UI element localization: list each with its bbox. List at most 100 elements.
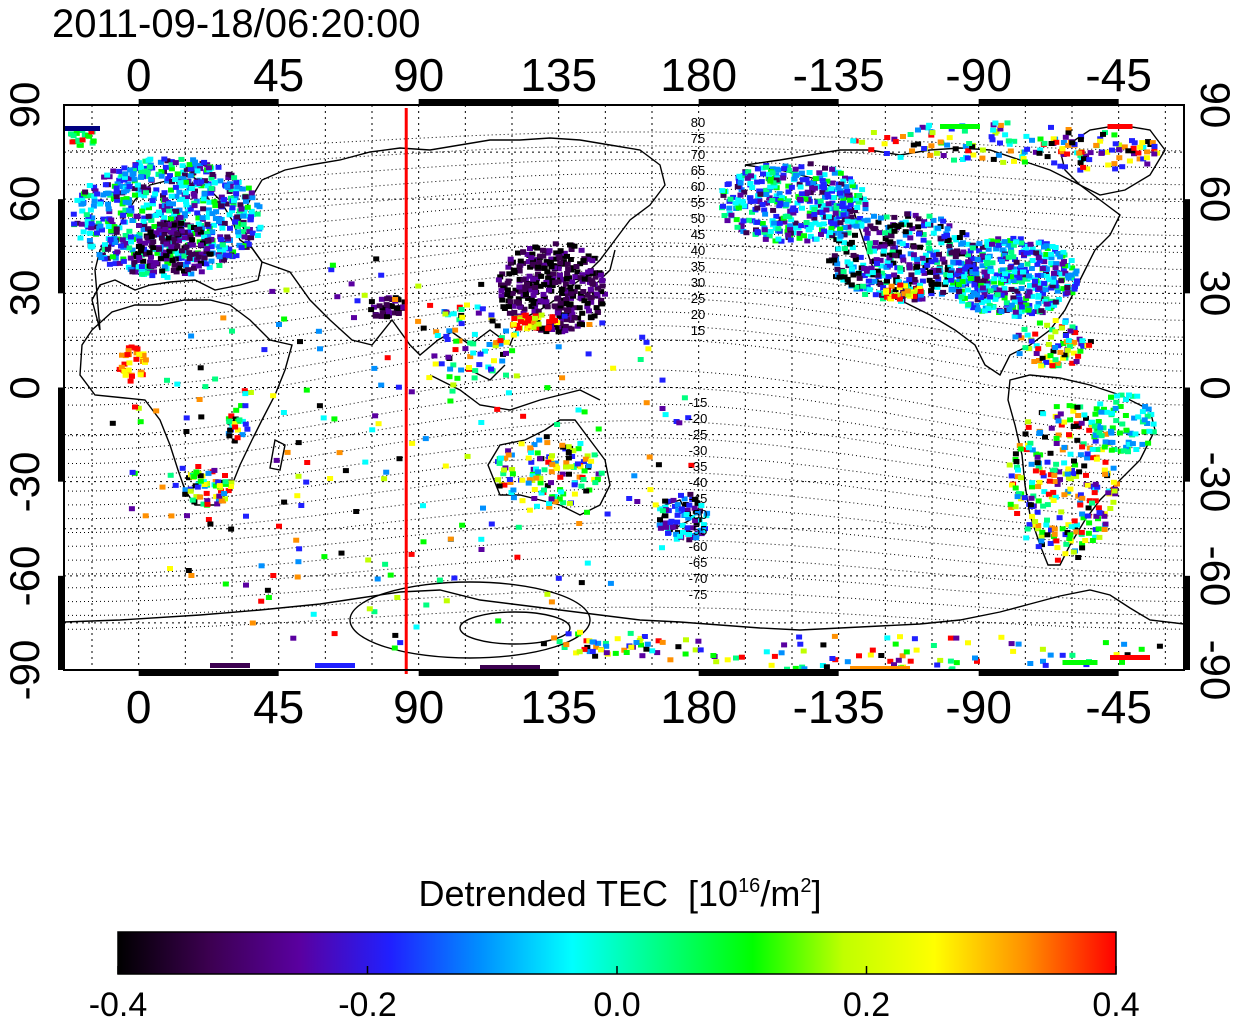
tec-point bbox=[856, 193, 863, 198]
tec-point bbox=[1069, 360, 1076, 366]
tec-point bbox=[581, 468, 588, 474]
tec-point bbox=[1019, 279, 1025, 285]
tec-point bbox=[1014, 511, 1021, 516]
tec-point bbox=[1026, 522, 1033, 528]
tec-point bbox=[488, 521, 495, 527]
tec-point bbox=[1083, 153, 1090, 159]
tec-point bbox=[763, 187, 770, 193]
tec-point bbox=[530, 321, 537, 327]
tec-point bbox=[738, 222, 745, 228]
tec-point bbox=[959, 298, 966, 304]
tec-point bbox=[827, 230, 834, 236]
tec-point bbox=[562, 281, 569, 287]
tec-point bbox=[121, 165, 128, 171]
tec-point bbox=[540, 291, 547, 297]
tec-point bbox=[168, 193, 175, 199]
tec-point bbox=[595, 640, 602, 646]
tec-point bbox=[420, 539, 427, 545]
tec-point bbox=[198, 242, 204, 248]
tec-point bbox=[584, 560, 591, 566]
tec-point bbox=[213, 209, 220, 215]
tec-point bbox=[732, 200, 739, 206]
tec-point bbox=[917, 289, 924, 294]
tec-point bbox=[1070, 471, 1077, 477]
tec-point bbox=[917, 244, 924, 250]
tec-point bbox=[1089, 500, 1095, 506]
tec-point bbox=[984, 255, 991, 261]
tec-point bbox=[940, 218, 947, 224]
tec-point bbox=[959, 157, 966, 162]
tec-point bbox=[224, 234, 231, 240]
tec-point bbox=[1042, 662, 1049, 668]
tec-point bbox=[555, 344, 562, 350]
tec-point bbox=[506, 477, 513, 482]
tec-point bbox=[348, 281, 355, 287]
tec-point bbox=[396, 456, 403, 462]
tec-point bbox=[551, 303, 558, 309]
tec-point bbox=[726, 205, 733, 211]
coastline-africa bbox=[79, 299, 293, 506]
tec-point bbox=[163, 256, 170, 262]
tec-point bbox=[1039, 646, 1046, 652]
tec-point bbox=[581, 276, 588, 282]
tec-point bbox=[998, 280, 1004, 286]
tec-point bbox=[454, 375, 461, 381]
tec-point bbox=[691, 505, 698, 511]
tec-point bbox=[767, 184, 774, 190]
tec-point bbox=[384, 314, 390, 320]
contour-label: 45 bbox=[691, 227, 705, 242]
tec-point bbox=[1048, 527, 1054, 533]
tec-point bbox=[785, 232, 792, 238]
tec-point bbox=[937, 657, 944, 663]
tec-point bbox=[138, 174, 145, 180]
tec-point bbox=[172, 482, 179, 488]
tec-point bbox=[1064, 471, 1071, 477]
tec-point bbox=[933, 273, 940, 279]
tec-point bbox=[1077, 167, 1084, 173]
tec-point bbox=[862, 202, 869, 207]
tec-point bbox=[802, 196, 809, 202]
tec-point bbox=[443, 333, 450, 339]
tec-point bbox=[112, 261, 119, 267]
tec-point bbox=[558, 287, 565, 292]
tec-point bbox=[138, 169, 145, 175]
tec-point bbox=[564, 317, 570, 323]
tec-point bbox=[90, 138, 97, 144]
tec-point bbox=[499, 297, 506, 303]
tec-point bbox=[878, 263, 885, 269]
tec-point bbox=[685, 515, 692, 521]
tec-point bbox=[811, 206, 818, 212]
tec-point bbox=[524, 281, 530, 287]
tec-point bbox=[840, 277, 847, 283]
tec-point bbox=[1096, 430, 1103, 436]
tec-point bbox=[69, 139, 76, 145]
tec-point bbox=[822, 165, 828, 171]
tec-point bbox=[510, 495, 517, 501]
tec-point bbox=[762, 211, 769, 217]
tec-point bbox=[819, 189, 826, 195]
tec-point bbox=[546, 319, 553, 325]
tec-point bbox=[160, 219, 167, 225]
contour-label: -70 bbox=[689, 571, 708, 586]
tec-point bbox=[1035, 523, 1042, 528]
tec-point bbox=[328, 267, 335, 273]
tec-point bbox=[566, 325, 573, 331]
tec-point bbox=[911, 293, 918, 299]
tec-point bbox=[682, 651, 689, 657]
contour-label: -20 bbox=[689, 411, 708, 426]
tec-point bbox=[1084, 455, 1091, 461]
tec-point bbox=[113, 226, 120, 232]
tec-point bbox=[855, 199, 862, 205]
tec-point bbox=[886, 262, 893, 268]
tec-point bbox=[458, 367, 465, 373]
tec-point bbox=[227, 183, 234, 189]
tec-point bbox=[575, 315, 582, 321]
tec-point bbox=[113, 185, 120, 191]
tec-point bbox=[86, 238, 93, 243]
tec-point bbox=[995, 152, 1002, 158]
tec-point bbox=[1029, 258, 1036, 263]
tec-point bbox=[1033, 343, 1040, 349]
tec-point bbox=[887, 239, 894, 245]
tec-point bbox=[1013, 459, 1020, 464]
tec-point bbox=[117, 175, 124, 181]
